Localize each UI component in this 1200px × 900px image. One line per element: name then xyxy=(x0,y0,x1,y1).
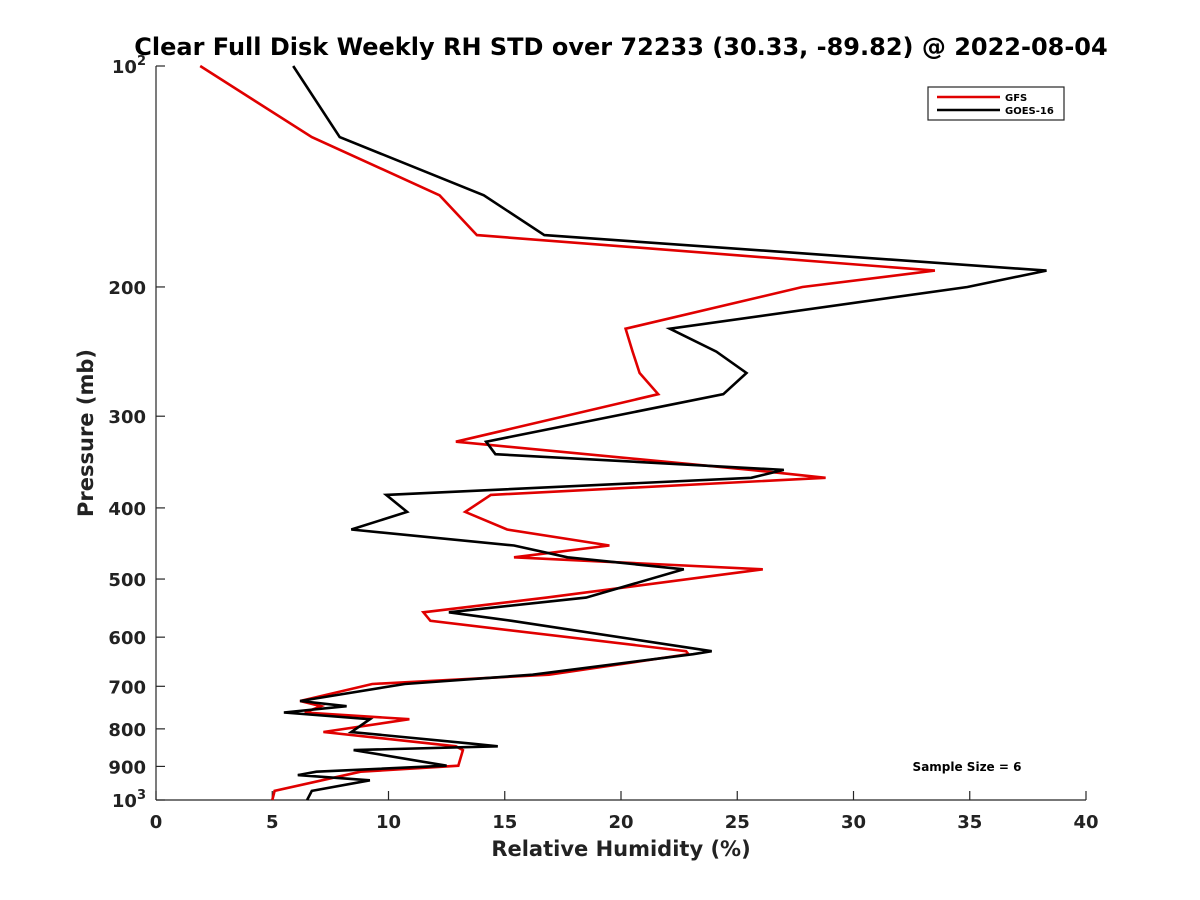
y-axis-label: Pressure (mb) xyxy=(74,349,98,517)
y-tick-label-base: 500 xyxy=(108,570,146,591)
x-tick-label: 30 xyxy=(841,812,866,833)
x-axis-ticks: 0 5 10 15 20 25 30 35 40 xyxy=(150,791,1099,833)
x-tick-label: 5 xyxy=(266,812,279,833)
y-tick-label-base: 200 xyxy=(108,278,146,299)
series-line-goes16 xyxy=(283,65,1047,801)
y-tick-label: 500 xyxy=(108,570,146,591)
x-tick-label: 25 xyxy=(725,812,750,833)
legend-label-goes16: GOES-16 xyxy=(1005,106,1054,117)
x-tick-label: 15 xyxy=(492,812,517,833)
y-tick-label-base: 700 xyxy=(108,677,146,698)
x-axis-label: Relative Humidity (%) xyxy=(491,837,750,861)
legend: GFS GOES-16 xyxy=(927,86,1065,121)
series-group xyxy=(199,64,1047,801)
y-tick-label: 103 xyxy=(112,788,146,812)
y-tick-label-base: 600 xyxy=(108,628,146,649)
y-tick-label: 400 xyxy=(108,499,146,520)
y-tick-label: 700 xyxy=(108,677,146,698)
x-tick-label: 40 xyxy=(1073,812,1098,833)
x-tick-label: 35 xyxy=(957,812,982,833)
y-tick-label-base: 800 xyxy=(108,720,146,741)
y-tick-label: 900 xyxy=(108,757,146,778)
x-tick-label: 20 xyxy=(608,812,633,833)
y-tick-label-base: 300 xyxy=(108,407,146,428)
y-tick-label: 800 xyxy=(108,720,146,741)
plot-area xyxy=(155,66,1086,801)
x-tick-label: 10 xyxy=(376,812,401,833)
y-tick-label: 102 xyxy=(112,54,146,78)
y-tick-label-base: 900 xyxy=(108,757,146,778)
y-tick-label-exponent: 3 xyxy=(137,788,146,803)
sample-size-annotation: Sample Size = 6 xyxy=(913,760,1022,774)
legend-box xyxy=(927,86,1065,121)
y-tick-label: 600 xyxy=(108,628,146,649)
y-tick-label: 200 xyxy=(108,278,146,299)
y-tick-label-base: 10 xyxy=(112,57,137,78)
x-tick-label: 0 xyxy=(150,812,163,833)
y-tick-label-base: 400 xyxy=(108,499,146,520)
legend-label-gfs: GFS xyxy=(1005,93,1027,104)
chart-title: Clear Full Disk Weekly RH STD over 72233… xyxy=(134,33,1107,61)
series-line-gfs xyxy=(199,64,936,801)
y-tick-label-exponent: 2 xyxy=(137,54,146,69)
y-tick-label: 300 xyxy=(108,407,146,428)
y-tick-label-base: 10 xyxy=(112,791,137,812)
